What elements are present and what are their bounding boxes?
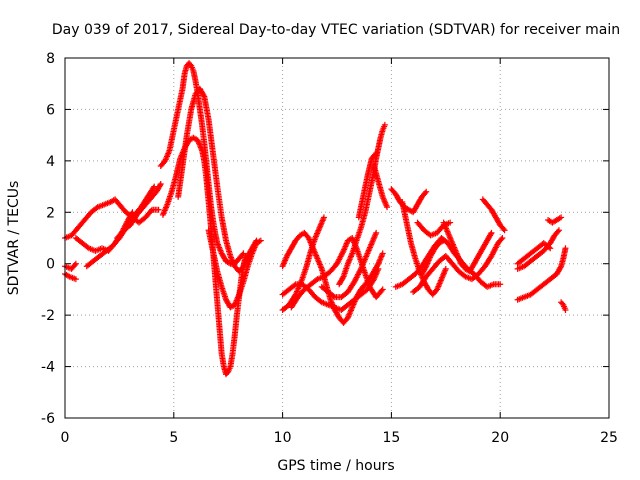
data-point — [373, 150, 380, 157]
satellite-track — [336, 121, 388, 288]
x-tick-label: 0 — [61, 430, 70, 446]
data-point — [373, 229, 380, 236]
data-point — [547, 245, 554, 252]
data-point — [559, 300, 566, 307]
data-point — [488, 229, 495, 236]
y-axis-label: SDTVAR / TECUs — [6, 181, 22, 296]
x-tick-label: 25 — [600, 430, 618, 446]
satellite-track — [440, 219, 495, 275]
data-point — [374, 262, 381, 268]
data-point — [442, 265, 449, 272]
data-point — [557, 264, 564, 271]
data-point — [498, 236, 505, 243]
data-points — [62, 60, 569, 378]
data-point — [499, 235, 506, 241]
x-tick-label: 20 — [491, 430, 509, 446]
data-point — [497, 281, 504, 288]
satellite-track — [83, 183, 158, 270]
data-point — [72, 276, 79, 283]
data-point — [147, 208, 154, 214]
data-point — [379, 286, 386, 293]
data-point — [422, 264, 429, 271]
y-tick-label: 0 — [46, 257, 55, 273]
data-point — [150, 184, 157, 191]
data-point — [200, 92, 207, 99]
data-point — [447, 219, 454, 226]
satellite-track — [558, 299, 569, 313]
satellite-track — [370, 163, 391, 211]
satellite-track — [175, 85, 260, 275]
satellite-track — [545, 214, 565, 226]
y-tick-label: 8 — [46, 51, 55, 67]
satellite-track — [159, 134, 249, 378]
data-point — [562, 245, 569, 252]
data-point — [257, 237, 264, 244]
data-point — [500, 226, 507, 232]
data-point — [487, 231, 494, 238]
chart-title: Day 039 of 2017, Sidereal Day-to-day VTE… — [52, 22, 620, 38]
y-tick-label: -4 — [41, 360, 55, 376]
data-point — [422, 190, 429, 196]
data-point — [379, 250, 386, 257]
y-tick-label: -6 — [41, 411, 55, 427]
data-point — [151, 183, 158, 190]
x-tick-label: 10 — [274, 430, 292, 446]
y-tick-label: 6 — [46, 102, 55, 118]
data-point — [375, 265, 382, 272]
satellite-track — [410, 235, 506, 295]
data-point — [320, 214, 327, 221]
satellite-track — [514, 240, 554, 267]
data-point — [384, 204, 391, 211]
x-axis-label: GPS time / hours — [277, 458, 394, 474]
axis-ticks: 0 5 10 15 20 25 -6 -4 -2 0 2 4 6 8 — [41, 51, 618, 446]
data-point — [157, 181, 164, 187]
data-point — [554, 228, 561, 235]
data-point — [291, 282, 298, 289]
data-point — [72, 260, 79, 267]
data-point — [381, 121, 388, 128]
satellite-track — [114, 181, 164, 241]
data-point — [545, 244, 552, 251]
plot-frame — [64, 57, 610, 419]
data-point — [378, 287, 385, 294]
satellite-track — [514, 245, 569, 303]
satellite-track — [355, 150, 380, 221]
satellite-track — [279, 265, 382, 313]
data-point — [372, 151, 379, 158]
data-point — [423, 188, 430, 195]
data-point — [339, 274, 346, 281]
data-point — [157, 182, 164, 189]
satellite-track — [318, 229, 380, 301]
satellite-track — [388, 186, 430, 216]
data-point — [558, 214, 565, 221]
data-point — [71, 262, 78, 268]
satellite-track — [288, 235, 386, 311]
data-point — [440, 237, 447, 244]
satellite-track — [62, 271, 79, 283]
data-point — [555, 227, 562, 234]
data-point — [330, 293, 337, 300]
data-point — [239, 251, 246, 258]
data-point — [501, 227, 508, 234]
y-tick-label: -2 — [41, 308, 55, 324]
y-tick-label: 2 — [46, 205, 55, 221]
y-tick-label: 4 — [46, 154, 55, 170]
data-point — [562, 307, 569, 313]
x-tick-label: 5 — [169, 430, 178, 446]
satellite-track — [205, 227, 264, 311]
satellite-track — [479, 196, 508, 234]
data-point — [155, 206, 162, 213]
x-tick-label: 15 — [382, 430, 400, 446]
satellite-track — [418, 237, 447, 277]
grid-lines — [65, 58, 609, 418]
